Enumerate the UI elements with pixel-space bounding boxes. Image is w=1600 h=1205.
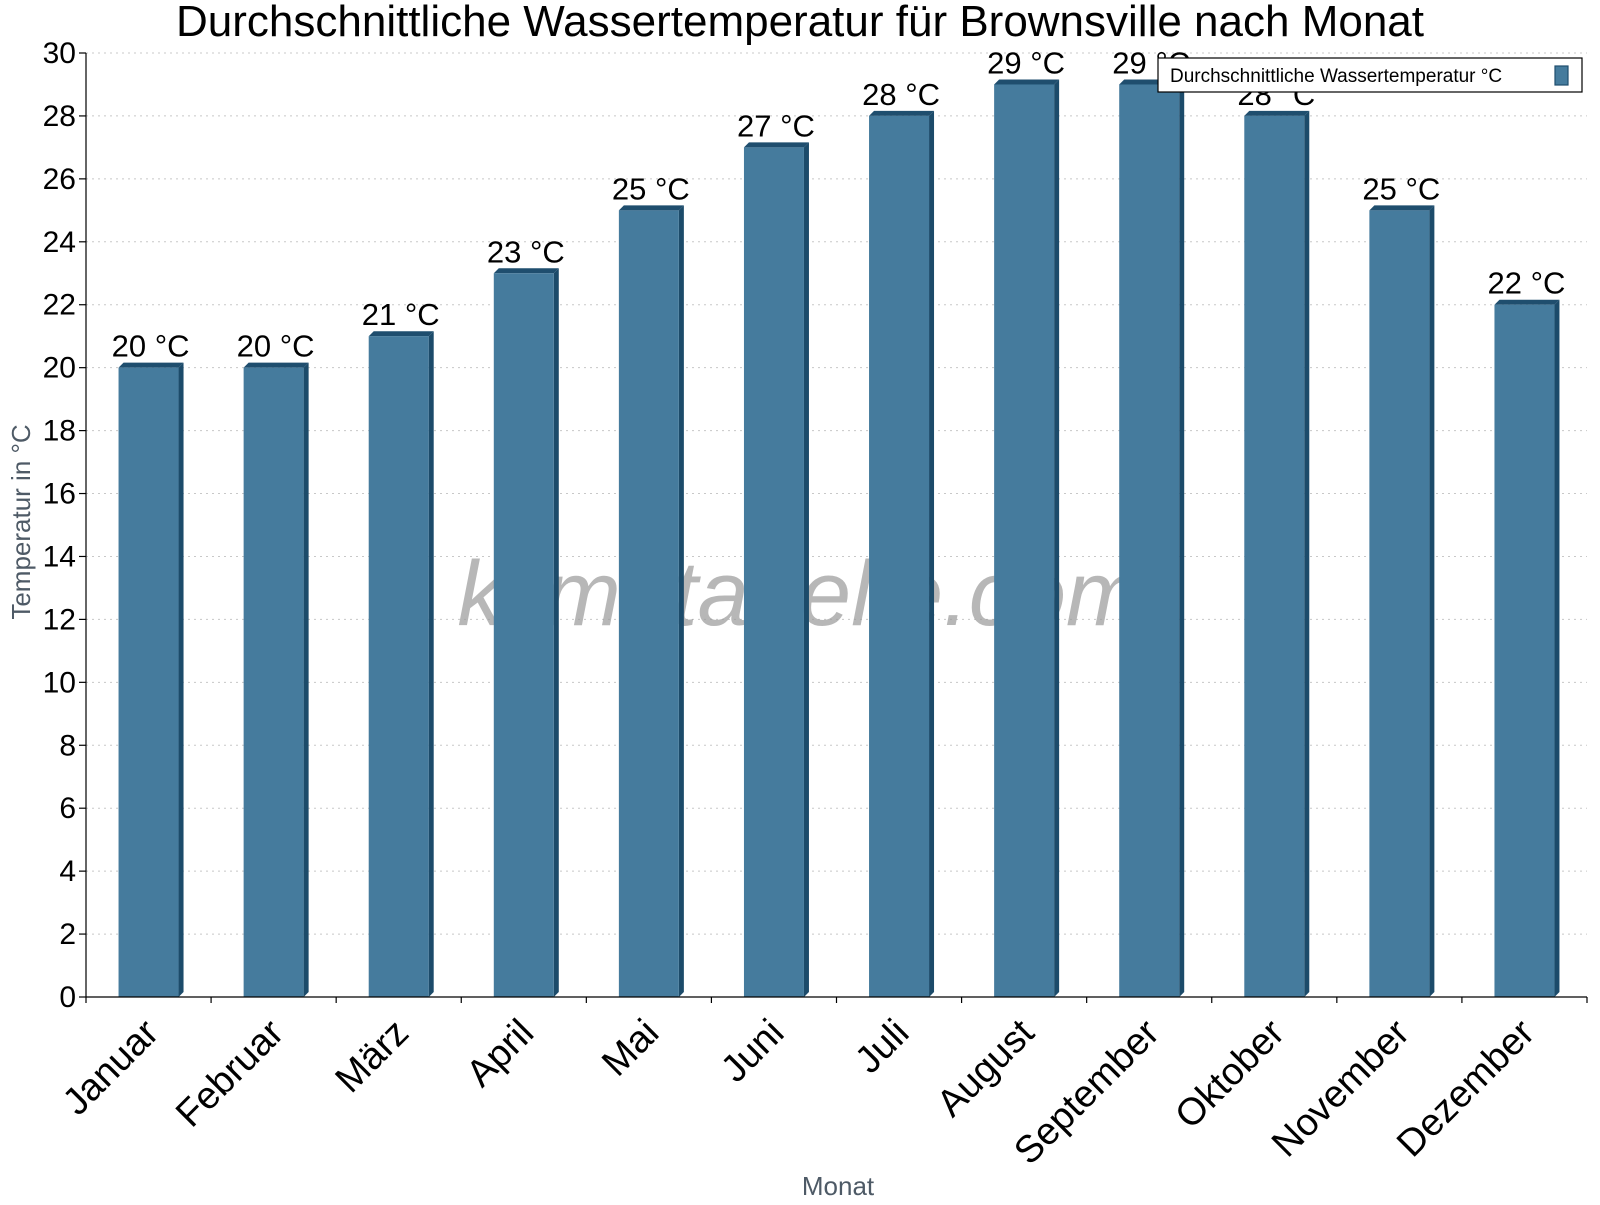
- y-tick-label: 14: [43, 540, 76, 573]
- data-label: 25 °C: [1362, 171, 1440, 206]
- bar-september: [1119, 79, 1185, 997]
- x-tick-label: April: [459, 1012, 542, 1095]
- bar-juli: [869, 110, 935, 997]
- data-label: 25 °C: [612, 171, 690, 206]
- bar-face: [1494, 304, 1555, 997]
- bar-side: [1554, 299, 1560, 997]
- x-tick-label: Januar: [55, 1011, 167, 1123]
- data-label: 22 °C: [1488, 266, 1566, 301]
- bar-side: [1054, 79, 1060, 997]
- y-axis-label: Temperatur in °C: [6, 424, 36, 619]
- bar-dezember: [1494, 299, 1560, 997]
- y-tick-label: 16: [43, 478, 76, 511]
- bar-face: [743, 147, 804, 997]
- chart-title: Durchschnittliche Wassertemperatur für B…: [176, 0, 1424, 46]
- y-tick-label: 26: [43, 163, 76, 196]
- bar-side: [1304, 110, 1310, 997]
- x-tick-label: März: [328, 1012, 417, 1101]
- x-tick-label: Februar: [168, 1011, 292, 1135]
- x-tick-label: Oktober: [1167, 1011, 1293, 1137]
- bar-face: [618, 210, 679, 998]
- bar-side: [1429, 205, 1435, 998]
- y-tick-label: 18: [43, 415, 76, 448]
- bar-side: [178, 362, 184, 998]
- bar-face: [1369, 210, 1430, 998]
- bar-top: [118, 362, 184, 368]
- x-tick-label: Juni: [713, 1012, 792, 1091]
- data-label: 20 °C: [112, 329, 190, 364]
- bar-mai: [618, 205, 684, 998]
- data-label: 29 °C: [987, 45, 1065, 80]
- x-tick-label: Mai: [594, 1012, 667, 1085]
- legend-label: Durchschnittliche Wassertemperatur °C: [1170, 66, 1502, 87]
- bar-face: [1119, 84, 1180, 997]
- bar-top: [1369, 205, 1435, 211]
- bar-face: [994, 84, 1055, 997]
- bar-top: [994, 79, 1060, 85]
- data-label: 27 °C: [737, 108, 815, 143]
- bar-top: [1244, 110, 1310, 116]
- x-tick-label: Juli: [847, 1012, 917, 1082]
- bar-top: [368, 331, 434, 337]
- legend-swatch: [1554, 65, 1569, 86]
- bar-februar: [243, 362, 309, 998]
- bar-face: [869, 115, 930, 997]
- bar-november: [1369, 205, 1435, 998]
- data-label: 20 °C: [237, 329, 315, 364]
- data-labels: 20 °C 20 °C 21 °C 23 °C 25 °C 27 °C 28 °C 29 °C…: [112, 45, 1566, 363]
- bar-top: [869, 110, 935, 116]
- bar-side: [803, 142, 809, 997]
- bar-face: [493, 273, 554, 997]
- bar-april: [493, 268, 559, 997]
- bar-top: [743, 142, 809, 148]
- gridlines: [86, 52, 1587, 935]
- y-tick-label: 30: [43, 37, 76, 70]
- bar-face: [118, 367, 179, 998]
- x-axis-label: Monat: [802, 1171, 875, 1200]
- y-tick-label: 6: [59, 792, 76, 825]
- bar-top: [493, 268, 559, 274]
- bar-oktober: [1244, 110, 1310, 997]
- y-tick-label: 8: [59, 729, 76, 762]
- bar-top: [618, 205, 684, 211]
- bar-top: [1494, 299, 1560, 305]
- bar-side: [1179, 79, 1185, 997]
- y-tick-label: 28: [43, 100, 76, 133]
- data-label: 21 °C: [362, 297, 440, 332]
- legend: Durchschnittliche Wassertemperatur °C: [1157, 57, 1583, 93]
- bar-face: [243, 367, 304, 998]
- bar-face: [368, 336, 429, 997]
- y-tick-label: 0: [59, 981, 76, 1014]
- data-label: 28 °C: [862, 77, 940, 112]
- data-label: 23 °C: [487, 234, 565, 269]
- bar-side: [428, 331, 434, 997]
- y-tick-label: 12: [43, 603, 76, 636]
- y-tick-label: 2: [59, 918, 76, 951]
- bar-juni: [743, 142, 809, 997]
- bar-top: [243, 362, 309, 368]
- bar-märz: [368, 331, 434, 997]
- bar-side: [678, 205, 684, 998]
- legend-box: [1157, 57, 1583, 93]
- y-tick-label: 20: [43, 352, 76, 385]
- bar-face: [1244, 115, 1305, 997]
- axes: [79, 52, 1588, 1003]
- bar-side: [303, 362, 309, 998]
- y-tick-label: 22: [43, 289, 76, 322]
- bar-side: [929, 110, 935, 997]
- bar-august: [994, 79, 1060, 997]
- bars: [118, 79, 1560, 998]
- bar-side: [553, 268, 559, 997]
- bar-januar: [118, 362, 184, 998]
- x-tick-label: Dezember: [1389, 1011, 1543, 1165]
- x-tick-label: August: [929, 1011, 1043, 1125]
- y-tick-label: 24: [43, 226, 76, 259]
- y-tick-label: 10: [43, 666, 76, 699]
- y-tick-label: 4: [59, 855, 76, 888]
